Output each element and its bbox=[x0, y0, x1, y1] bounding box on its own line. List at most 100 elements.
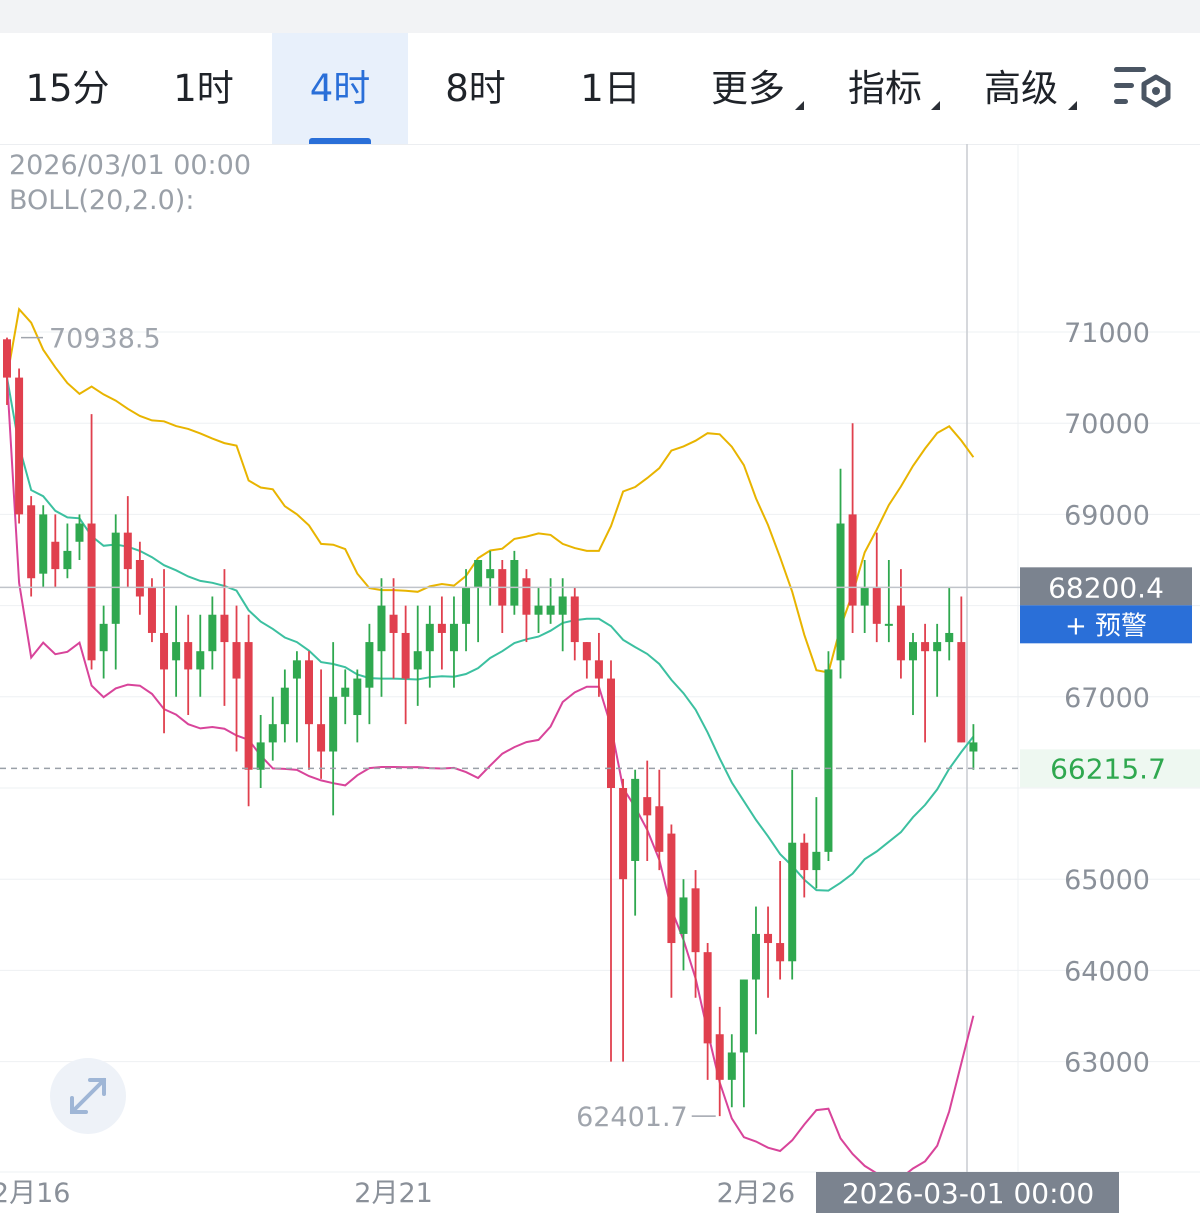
chart-settings-icon[interactable] bbox=[1112, 63, 1174, 115]
candle-body bbox=[401, 632, 410, 679]
candle-body bbox=[933, 642, 942, 652]
candle-body bbox=[135, 560, 144, 597]
candle-body bbox=[957, 642, 966, 743]
candle-body bbox=[703, 952, 712, 1044]
crosshair-time-label: 2026-03-01 00:00 bbox=[842, 1177, 1094, 1210]
candle-body bbox=[776, 943, 785, 962]
candlestick-chart[interactable]: 70938.5 62401.7 71000 70000 69000 67000 65000 6… bbox=[0, 144, 1200, 1213]
crosshair-time-bg bbox=[816, 1172, 1119, 1213]
crosshair-price-label: 68200.4 bbox=[1048, 571, 1164, 604]
candle-body bbox=[462, 587, 471, 624]
alert-button[interactable] bbox=[1020, 605, 1192, 644]
candle-body bbox=[558, 596, 567, 615]
crosshair-price-bg bbox=[1020, 567, 1192, 606]
candle-body bbox=[679, 897, 688, 934]
candle-body bbox=[329, 696, 338, 752]
candle-body bbox=[582, 642, 591, 661]
candle-body bbox=[534, 605, 543, 615]
candle-body bbox=[727, 1052, 736, 1080]
y-tick-label: 64000 bbox=[1064, 956, 1150, 987]
candle-body bbox=[945, 632, 954, 643]
candle-body bbox=[691, 888, 700, 953]
tab-1d[interactable]: 1日 bbox=[580, 67, 641, 110]
candle-body bbox=[365, 642, 374, 688]
low-annotation: 62401.7 bbox=[576, 1102, 688, 1133]
high-annotation: 70938.5 bbox=[49, 324, 161, 355]
tab-8h[interactable]: 8时 bbox=[445, 67, 506, 110]
candle-body bbox=[969, 742, 978, 752]
candle-body bbox=[63, 550, 72, 570]
crosshair-datetime: 2026/03/01 00:00 bbox=[9, 150, 252, 181]
candle-body bbox=[99, 623, 108, 652]
candle-body bbox=[788, 842, 797, 962]
candle-body bbox=[510, 560, 519, 606]
candle-body bbox=[631, 778, 640, 861]
y-tick-label: 63000 bbox=[1064, 1048, 1150, 1079]
candle-body bbox=[232, 642, 241, 679]
candle-body bbox=[160, 632, 169, 670]
candle-body bbox=[812, 851, 821, 871]
top-strip bbox=[0, 0, 1200, 33]
y-tick-label: 67000 bbox=[1064, 683, 1150, 714]
tab-4h[interactable]: 4时 bbox=[272, 33, 408, 144]
candle-body bbox=[413, 651, 422, 670]
candle-body bbox=[184, 642, 193, 670]
candle-body bbox=[570, 596, 579, 643]
tab-advanced[interactable]: 高级 bbox=[984, 67, 1058, 110]
candle-body bbox=[643, 797, 652, 816]
candle-body bbox=[317, 724, 326, 752]
candle-body bbox=[280, 687, 289, 725]
x-tick-label: 2月26 bbox=[717, 1178, 796, 1209]
candle-body bbox=[3, 339, 11, 378]
boll-mid-line bbox=[6, 377, 975, 892]
y-tick-label: 69000 bbox=[1064, 500, 1150, 531]
tab-4h-label: 4时 bbox=[309, 67, 371, 110]
last-price-label: 66215.7 bbox=[1050, 752, 1166, 785]
alert-button-label: + 预警 bbox=[1065, 611, 1147, 641]
candle-body bbox=[715, 1034, 724, 1080]
candle-body bbox=[75, 523, 84, 542]
candle-body bbox=[305, 660, 313, 725]
candle-body bbox=[522, 578, 531, 615]
candle-body bbox=[244, 642, 253, 770]
candle-body bbox=[220, 614, 229, 643]
candle-body bbox=[341, 687, 350, 697]
candle-body bbox=[860, 587, 869, 606]
candle-body bbox=[27, 505, 36, 579]
candle-body bbox=[619, 788, 628, 880]
candle-body bbox=[739, 979, 748, 1053]
candle-body bbox=[147, 587, 156, 633]
boll-upper-line bbox=[6, 307, 975, 674]
candle-body bbox=[377, 605, 386, 652]
expand-icon bbox=[70, 1078, 106, 1114]
candle-body bbox=[896, 605, 905, 661]
candle-body bbox=[921, 642, 930, 652]
last-price-label-bg bbox=[1020, 749, 1200, 788]
candle-body bbox=[15, 377, 24, 515]
candle-body bbox=[87, 523, 96, 661]
candle-body bbox=[836, 523, 845, 661]
candle-body bbox=[909, 642, 917, 661]
candle-body bbox=[655, 806, 664, 852]
x-tick-label: 2月21 bbox=[354, 1178, 433, 1209]
candle-body bbox=[425, 623, 434, 652]
tab-1h[interactable]: 1时 bbox=[173, 67, 234, 110]
y-tick-label: 70000 bbox=[1064, 409, 1150, 440]
candle-body bbox=[172, 642, 181, 661]
y-tick-label: 71000 bbox=[1064, 318, 1150, 349]
tab-more[interactable]: 更多 bbox=[711, 67, 785, 110]
candle-body bbox=[208, 614, 217, 652]
candle-body bbox=[667, 833, 676, 944]
tab-15m[interactable]: 15分 bbox=[25, 67, 110, 110]
expand-button[interactable] bbox=[50, 1058, 126, 1134]
tab-indicators[interactable]: 指标 bbox=[848, 67, 922, 110]
x-tick-label: 2月16 bbox=[0, 1178, 70, 1209]
candle-body bbox=[39, 514, 48, 574]
candle-body bbox=[51, 541, 60, 570]
candle-body bbox=[594, 660, 603, 679]
candle-body bbox=[486, 569, 495, 579]
candle-body bbox=[437, 623, 446, 633]
indicator-label: BOLL(20,2.0): bbox=[9, 185, 195, 216]
candle-body bbox=[111, 532, 120, 624]
candle-body bbox=[256, 742, 265, 770]
